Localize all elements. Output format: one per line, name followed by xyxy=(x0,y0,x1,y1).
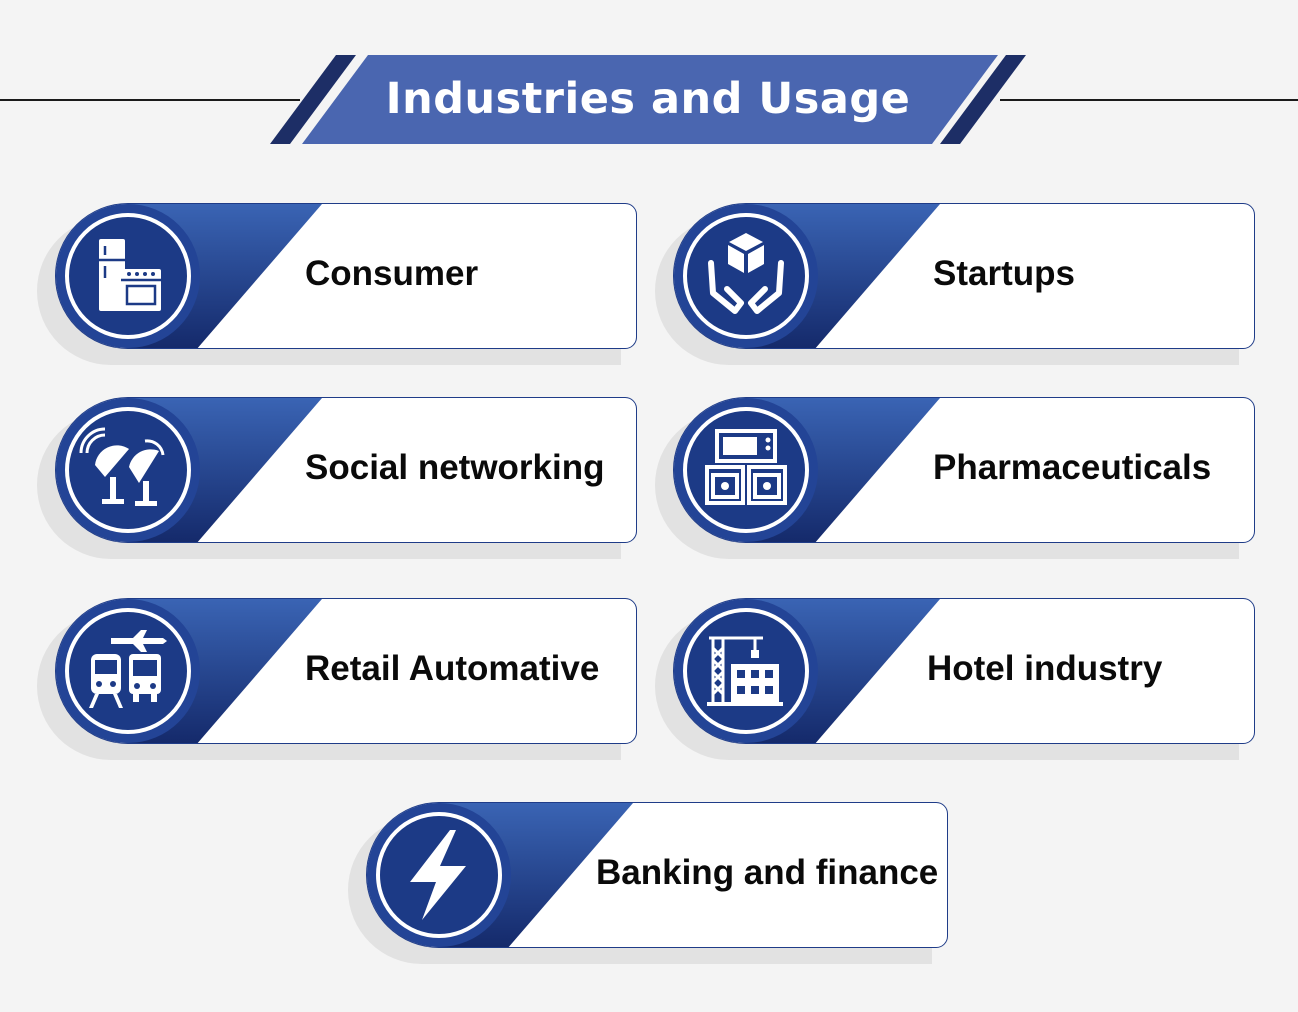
industry-label: Social networking xyxy=(305,448,605,487)
industry-card-hotel-industry: Hotel industry xyxy=(655,598,1273,760)
industry-card-social-networking: Social networking xyxy=(37,397,655,559)
industry-label: Consumer xyxy=(305,254,479,293)
hands-holding-box-icon xyxy=(674,204,818,348)
transport-icon xyxy=(56,599,200,743)
industry-card-pharmaceuticals: Pharmaceuticals xyxy=(655,397,1273,559)
header-rule-right xyxy=(1000,99,1298,101)
header-rule-left xyxy=(0,99,300,101)
industry-label: Hotel industry xyxy=(927,649,1163,688)
industry-label: Pharmaceuticals xyxy=(933,448,1212,487)
banner-shape xyxy=(270,55,1026,144)
industry-card-banking-and-finance: Banking and finance xyxy=(348,802,966,964)
title-banner: Industries and Usage xyxy=(270,55,1026,144)
industry-label: Startups xyxy=(933,254,1075,293)
page-title: Industries and Usage xyxy=(385,74,911,124)
industry-card-retail-automative: Retail Automative xyxy=(37,598,655,760)
home-appliances-icon xyxy=(56,204,200,348)
satellite-dishes-icon xyxy=(56,398,200,542)
lightning-bolt-icon xyxy=(367,803,511,947)
construction-crane-building-icon xyxy=(674,599,818,743)
industry-card-startups: Startups xyxy=(655,203,1273,365)
industry-label: Banking and finance xyxy=(596,853,939,892)
industry-card-consumer: Consumer xyxy=(37,203,655,365)
industry-label: Retail Automative xyxy=(305,649,600,688)
server-cabinet-icon xyxy=(674,398,818,542)
